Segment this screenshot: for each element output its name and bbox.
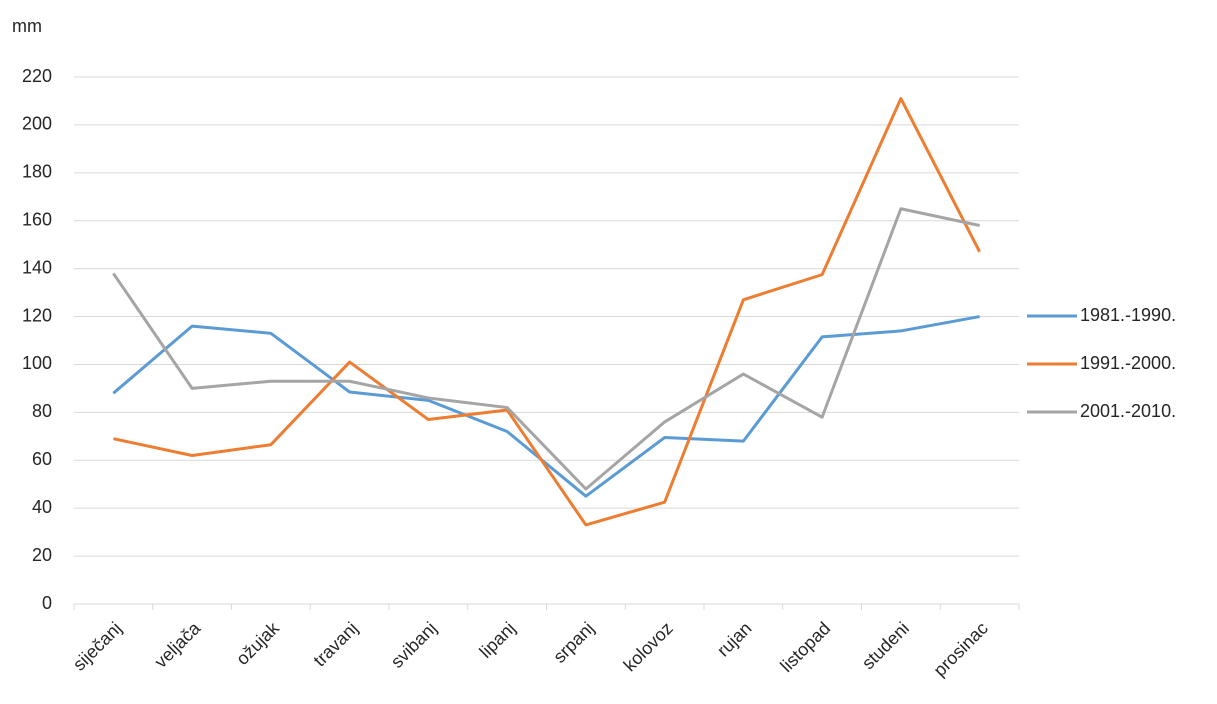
y-tick-label: 120 [22, 305, 52, 325]
x-tick-label: svibanj [387, 618, 441, 672]
y-tick-label: 0 [42, 593, 52, 613]
y-tick-label: 20 [32, 545, 52, 565]
x-tick-label: prosinac [930, 618, 992, 680]
legend-label: 2001.-2010. [1080, 401, 1176, 421]
legend-label: 1991.-2000. [1080, 353, 1176, 373]
x-tick-label: listopad [776, 618, 834, 676]
x-tick-label: veljača [151, 617, 205, 671]
y-tick-label: 140 [22, 257, 52, 277]
y-tick-label: 160 [22, 209, 52, 229]
legend-label: 1981.-1990. [1080, 305, 1176, 325]
x-tick-label: rujan [713, 618, 755, 660]
x-tick-label: siječanj [69, 618, 126, 675]
y-tick-label: 60 [32, 449, 52, 469]
x-tick-label: ožujak [232, 617, 284, 669]
y-tick-label: 220 [22, 66, 52, 86]
y-tick-label: 180 [22, 162, 52, 182]
line-series [112, 315, 980, 498]
x-tick-label: srpanj [549, 618, 598, 667]
y-tick-label: 100 [22, 353, 52, 373]
y-axis-label: mm [12, 16, 42, 36]
line-series [112, 207, 980, 491]
x-tick-label: lipanj [475, 618, 519, 662]
y-tick-label: 40 [32, 497, 52, 517]
line-series [113, 97, 981, 527]
y-tick-label: 80 [32, 401, 52, 421]
x-tick-label: studeni [858, 618, 913, 673]
x-tick-label: kolovoz [620, 618, 677, 675]
x-tick-label: travanj [309, 618, 361, 670]
y-tick-label: 200 [22, 114, 52, 134]
